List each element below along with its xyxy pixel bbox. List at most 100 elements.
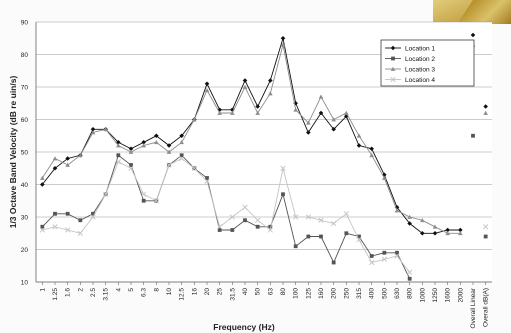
- data-point-location-1: [369, 146, 374, 152]
- data-point-location-1: [458, 227, 463, 233]
- data-point-location-3: [293, 107, 298, 112]
- data-point-location-4: [242, 204, 248, 210]
- data-point-location-3: [179, 139, 184, 145]
- data-point-location-1: [52, 165, 58, 171]
- x-tick-label: 80: [280, 288, 287, 296]
- data-point-location-1: [268, 78, 273, 83]
- data-point-location-1: [356, 143, 362, 148]
- y-tick-label: 60: [21, 117, 29, 124]
- data-point-location-2: [141, 198, 146, 203]
- x-tick-label: 2000: [457, 288, 464, 303]
- y-tick-label: 20: [21, 247, 29, 254]
- data-point-location-1: [382, 172, 387, 178]
- series-line-location-3: [41, 44, 461, 234]
- data-point-location-3: [318, 94, 324, 99]
- legend-label: Location 2: [405, 56, 435, 63]
- data-point-location-3: [166, 149, 172, 154]
- data-point-location-1: [445, 227, 450, 233]
- legend-swatch-marker: [390, 76, 396, 83]
- y-tick-label: 40: [21, 182, 29, 189]
- data-point-location-4: [305, 214, 311, 220]
- data-point-location-3: [369, 152, 374, 158]
- data-point-location-4: [369, 259, 375, 266]
- x-tick-label: 250: [343, 288, 350, 299]
- data-point-location-2: [331, 260, 336, 265]
- data-point-location-4: [39, 227, 45, 233]
- data-point-location-3: [420, 217, 425, 223]
- data-point-location-4: [483, 224, 489, 230]
- data-point-location-2: [293, 244, 298, 249]
- data-point-location-1: [331, 126, 336, 132]
- data-point-location-2: [243, 218, 247, 223]
- data-point-location-1: [204, 81, 210, 87]
- data-point-location-2: [306, 234, 311, 239]
- x-tick-label: 2: [77, 288, 84, 292]
- x-tick-label: 10: [166, 288, 173, 296]
- data-point-location-3: [331, 117, 336, 122]
- x-tick-label: 5: [128, 288, 135, 292]
- data-point-location-1: [166, 143, 172, 148]
- data-point-location-3: [78, 152, 83, 158]
- data-point-location-3: [141, 143, 146, 148]
- data-point-location-4: [65, 227, 71, 233]
- data-point-location-3: [432, 224, 438, 229]
- data-point-location-4: [331, 220, 337, 227]
- data-point-location-3: [445, 230, 450, 236]
- data-point-location-3: [344, 110, 349, 115]
- data-point-location-4: [394, 253, 400, 259]
- x-tick-label: Overall Linear: [470, 287, 477, 328]
- x-tick-label: 6.3: [141, 288, 148, 297]
- data-point-location-1: [255, 104, 260, 109]
- x-tick-label: 50: [255, 288, 262, 296]
- x-tick-label: 16: [191, 288, 198, 296]
- data-point-location-2: [319, 234, 323, 239]
- legend: Location 1 Location 2 Location 3 Location 4: [380, 39, 475, 87]
- data-point-location-4: [204, 178, 210, 184]
- data-point-location-1: [432, 230, 438, 236]
- data-point-location-1: [242, 78, 248, 83]
- x-tick-label: 20: [204, 288, 211, 296]
- data-point-location-2: [407, 276, 412, 281]
- x-tick-label: 1600: [445, 288, 452, 303]
- data-point-location-4: [77, 230, 83, 236]
- x-tick-label: 160: [318, 288, 325, 299]
- data-point-location-1: [280, 35, 286, 41]
- data-point-location-3: [116, 143, 121, 148]
- data-point-location-3: [306, 120, 311, 125]
- data-point-location-3: [458, 230, 463, 236]
- x-tick-label: 200: [331, 288, 338, 299]
- data-point-location-4: [229, 214, 235, 220]
- x-tick-label: 1250: [432, 288, 439, 303]
- data-point-location-3: [204, 87, 210, 93]
- data-point-location-4: [356, 237, 362, 243]
- y-axis-title: 1/3 Octave Band Velocity (dB re uin/s): [8, 76, 18, 229]
- data-point-location-4: [343, 211, 349, 217]
- data-point-location-4: [179, 155, 185, 162]
- data-point-location-3: [483, 110, 488, 115]
- data-point-location-4: [267, 227, 273, 233]
- data-point-location-3: [268, 91, 273, 96]
- data-point-location-3: [52, 156, 58, 161]
- data-point-location-4: [293, 214, 299, 220]
- background-photo-corner: [433, 0, 511, 24]
- series-line-location-1: [41, 38, 461, 234]
- x-tick-label: 2.5: [90, 288, 97, 297]
- legend-swatch-marker: [391, 56, 395, 61]
- data-point-location-2: [230, 228, 235, 232]
- data-point-location-1: [318, 110, 324, 116]
- x-tick-label: 630: [394, 288, 401, 299]
- x-tick-label: 4: [115, 288, 122, 292]
- data-point-location-2: [129, 163, 133, 167]
- data-point-location-1: [179, 133, 184, 139]
- data-point-location-2: [344, 231, 349, 236]
- data-point-location-2: [369, 254, 374, 258]
- data-point-location-3: [40, 175, 45, 180]
- data-point-location-3: [382, 175, 387, 180]
- data-point-location-1: [65, 156, 70, 161]
- x-tick-label: 40: [242, 288, 249, 296]
- data-point-location-3: [394, 208, 400, 213]
- data-point-location-3: [255, 110, 260, 115]
- data-point-location-2: [65, 211, 70, 216]
- data-point-location-2: [382, 250, 387, 255]
